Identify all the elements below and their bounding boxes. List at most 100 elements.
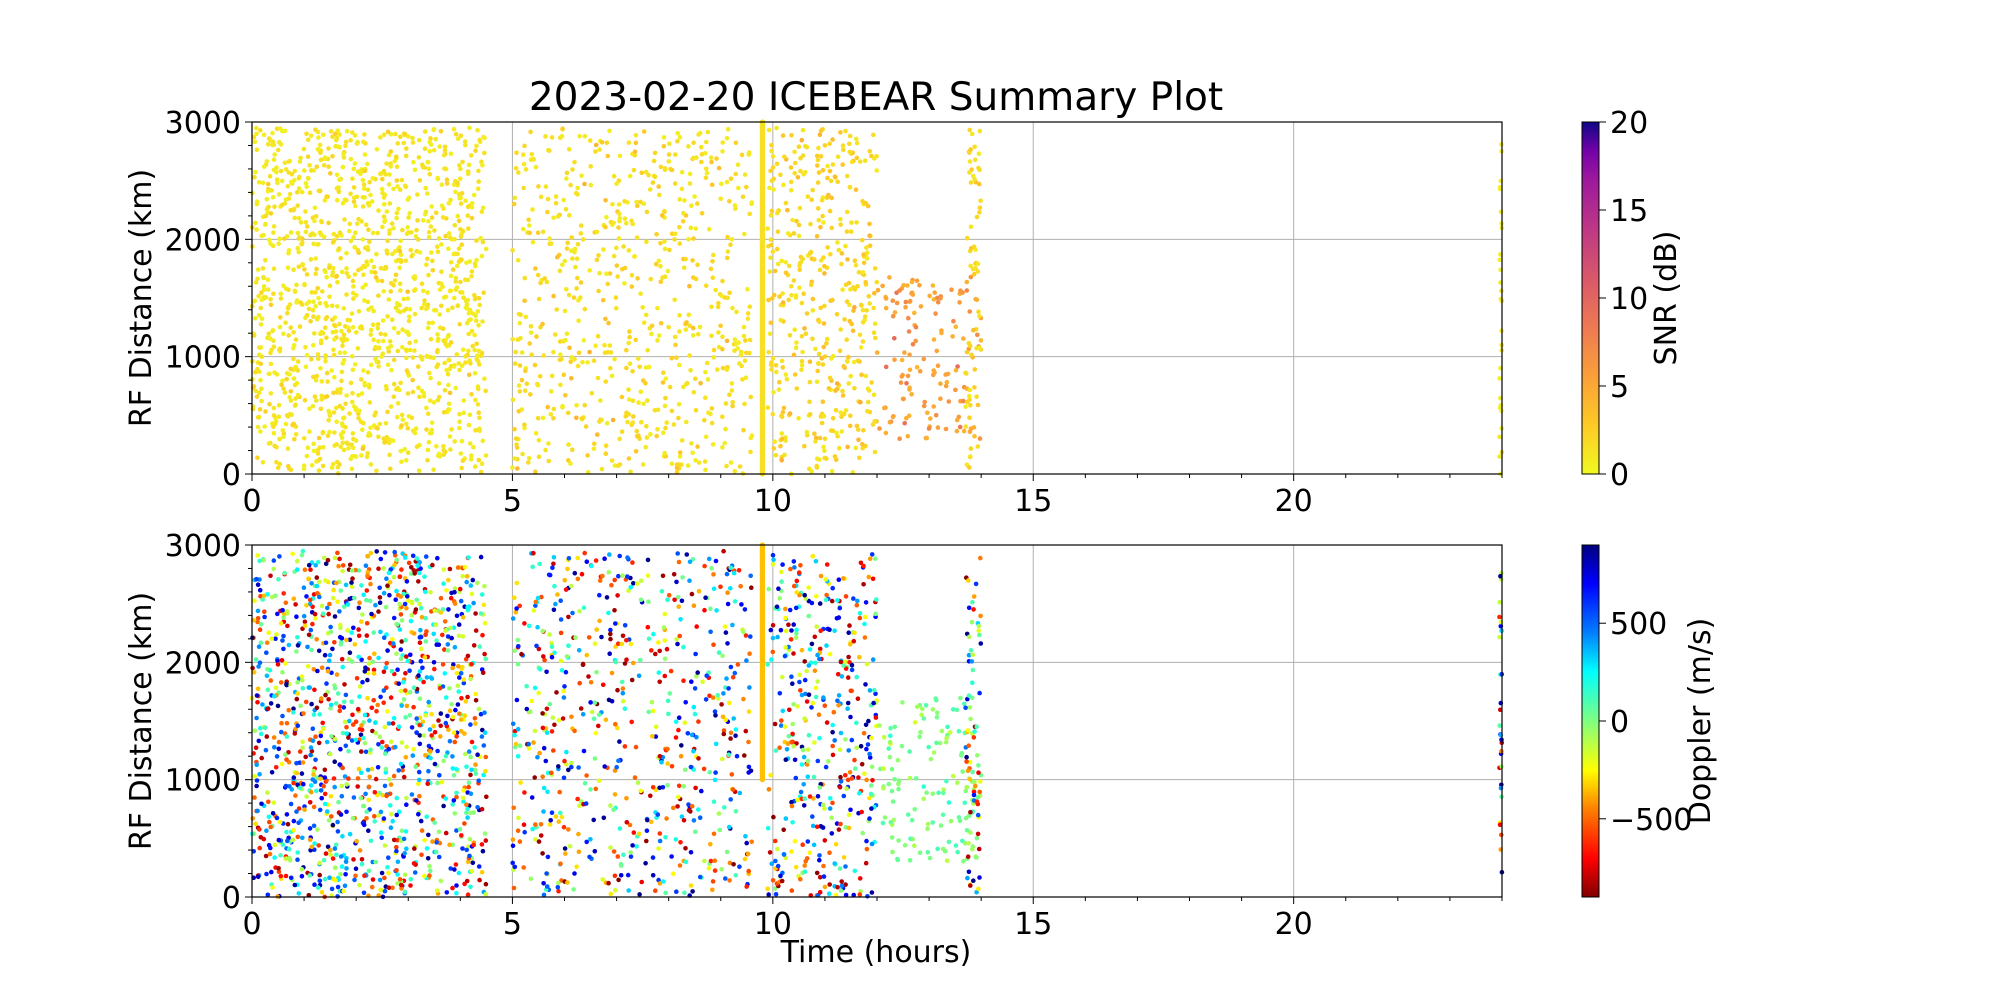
data-point (340, 664, 346, 670)
data-point (255, 616, 261, 621)
data-point (363, 563, 369, 568)
data-point (313, 290, 318, 295)
data-point (402, 555, 408, 560)
data-point (788, 165, 794, 170)
data-point (511, 805, 516, 811)
data-point (276, 837, 282, 843)
data-point (340, 563, 346, 568)
data-point (399, 567, 404, 572)
data-point (258, 731, 264, 737)
data-point (376, 208, 381, 213)
data-point (943, 426, 949, 432)
data-point (872, 321, 878, 327)
data-point (709, 304, 714, 310)
data-point (862, 317, 867, 323)
data-point (530, 240, 536, 245)
data-point (361, 186, 367, 191)
data-point (540, 321, 545, 327)
data-point (675, 130, 680, 136)
data-point (465, 694, 470, 700)
data-point (541, 892, 547, 898)
data-point (341, 306, 347, 311)
data-point (294, 696, 300, 702)
data-point (606, 610, 611, 616)
data-point (531, 550, 536, 556)
data-point (530, 207, 535, 212)
data-point (451, 251, 457, 257)
data-point (355, 139, 361, 145)
data-point (254, 576, 259, 582)
data-point (520, 226, 526, 232)
data-point (975, 444, 981, 449)
data-point (326, 818, 332, 823)
data-point (909, 279, 915, 285)
data-point (793, 293, 799, 298)
data-point (404, 579, 410, 584)
data-point (624, 365, 629, 371)
data-point (745, 316, 751, 322)
data-point (676, 415, 681, 421)
data-point (689, 732, 695, 738)
data-point (406, 318, 412, 324)
data-point (371, 630, 377, 635)
data-point (845, 444, 850, 450)
data-point (453, 862, 459, 867)
data-point (391, 837, 397, 843)
data-point (743, 728, 749, 734)
data-point (857, 159, 863, 164)
data-point (547, 572, 553, 578)
data-point (687, 181, 693, 186)
data-point (458, 598, 464, 604)
data-point (528, 330, 534, 335)
data-point (345, 441, 351, 447)
data-point (342, 774, 348, 779)
data-point (390, 885, 395, 891)
data-point (542, 276, 547, 281)
data-point (464, 847, 470, 853)
data-point (599, 634, 604, 640)
data-point (704, 673, 709, 678)
data-point (331, 347, 336, 353)
data-point (471, 643, 477, 648)
data-point (425, 856, 431, 861)
data-point (460, 846, 465, 851)
data-point (513, 436, 519, 441)
data-point (268, 678, 274, 683)
data-point (528, 709, 533, 714)
data-point (340, 765, 346, 771)
data-point (466, 749, 472, 754)
data-point (288, 325, 294, 330)
data-point (634, 199, 639, 205)
data-point (540, 628, 545, 634)
data-point (977, 205, 983, 210)
data-point (383, 421, 389, 426)
data-point (687, 283, 692, 289)
data-point (689, 679, 694, 684)
data-point (316, 740, 322, 746)
data-point (384, 161, 389, 166)
data-point (375, 765, 381, 770)
data-point (318, 338, 324, 344)
data-point (688, 225, 694, 231)
data-point (418, 677, 423, 682)
data-point (336, 189, 342, 195)
data-point (708, 606, 713, 611)
data-point (353, 737, 359, 743)
data-point (696, 807, 701, 812)
data-point (327, 875, 332, 880)
data-point (561, 372, 567, 378)
data-point (405, 225, 411, 230)
data-point (350, 445, 356, 451)
data-point (285, 184, 291, 189)
data-point (428, 748, 433, 754)
data-point (376, 609, 381, 614)
data-point (955, 364, 960, 369)
data-point (457, 195, 462, 201)
data-point (411, 704, 416, 710)
data-point (298, 220, 304, 225)
data-point (312, 394, 318, 399)
data-point (293, 793, 298, 798)
data-point (423, 639, 429, 644)
data-point (307, 826, 313, 831)
data-point (366, 797, 372, 803)
